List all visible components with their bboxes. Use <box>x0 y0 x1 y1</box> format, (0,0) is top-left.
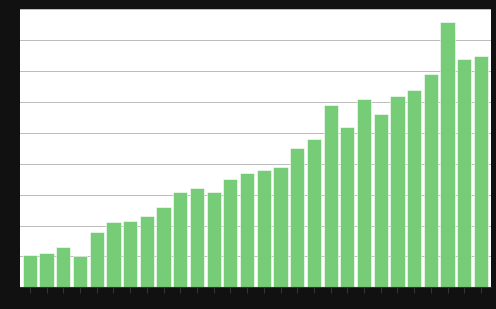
Bar <box>73 256 87 287</box>
Bar <box>206 192 221 287</box>
Bar <box>273 167 288 287</box>
Bar <box>390 96 405 287</box>
Bar <box>23 255 37 287</box>
Bar <box>223 179 238 287</box>
Bar <box>90 232 104 287</box>
Bar <box>40 253 54 287</box>
Bar <box>56 247 70 287</box>
Bar <box>307 139 321 287</box>
Bar <box>190 188 204 287</box>
Bar <box>173 192 187 287</box>
Bar <box>424 74 438 287</box>
Bar <box>290 148 305 287</box>
Bar <box>240 173 254 287</box>
Bar <box>106 222 121 287</box>
Bar <box>257 170 271 287</box>
Bar <box>357 99 371 287</box>
Bar <box>323 105 338 287</box>
Bar <box>156 207 171 287</box>
Bar <box>457 59 471 287</box>
Bar <box>474 56 488 287</box>
Bar <box>340 127 355 287</box>
Bar <box>440 22 455 287</box>
Bar <box>123 221 137 287</box>
Bar <box>407 90 421 287</box>
Bar <box>140 216 154 287</box>
Bar <box>373 114 388 287</box>
